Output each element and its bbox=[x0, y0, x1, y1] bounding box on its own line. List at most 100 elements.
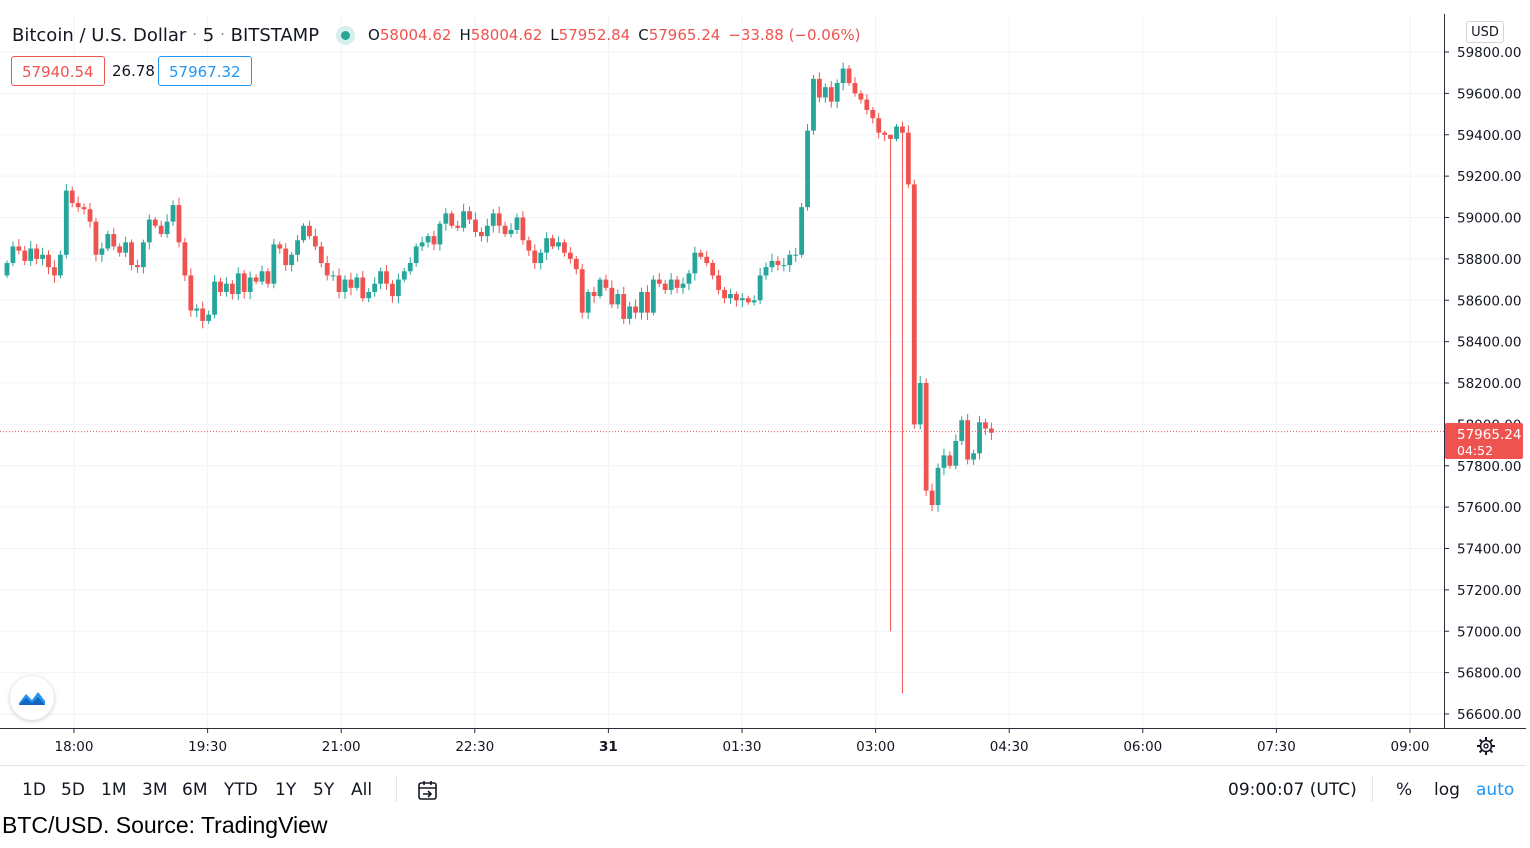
candle-body bbox=[34, 248, 40, 259]
candle-body bbox=[680, 283, 686, 288]
candle-body bbox=[188, 275, 194, 311]
bid-price-button[interactable]: 57940.54 bbox=[11, 56, 105, 86]
range-1d-button[interactable]: 1D bbox=[22, 780, 46, 800]
candle-body bbox=[40, 254, 45, 259]
header-separator: · bbox=[192, 27, 197, 43]
range-1m-button[interactable]: 1M bbox=[101, 780, 127, 800]
percent-scale-toggle[interactable]: % bbox=[1396, 780, 1413, 800]
candle-body bbox=[585, 291, 591, 313]
x-tick-label: 31 bbox=[599, 739, 618, 755]
calendar-goto-icon[interactable] bbox=[416, 779, 440, 807]
candle-body bbox=[609, 287, 615, 305]
tradingview-logo-icon[interactable] bbox=[10, 676, 54, 720]
candle-body bbox=[520, 217, 526, 241]
candle-body bbox=[733, 294, 739, 301]
y-tick-label: 59800.00 bbox=[1457, 45, 1521, 61]
toolbar-separator bbox=[1372, 776, 1373, 802]
candle-body bbox=[508, 229, 514, 235]
candle-body bbox=[307, 225, 312, 237]
open-label: O bbox=[368, 26, 380, 44]
x-tick-label: 22:30 bbox=[455, 739, 494, 755]
price-axis[interactable]: 59800.00 59600.00 59400.00 59200.00 59000.00… bbox=[1444, 45, 1521, 723]
candle-body bbox=[52, 267, 57, 276]
range-5y-button[interactable]: 5Y bbox=[313, 780, 335, 800]
candle-body bbox=[728, 294, 733, 299]
candle-body bbox=[123, 242, 128, 253]
candle-body bbox=[158, 225, 164, 235]
candle-body bbox=[81, 207, 87, 210]
currency-button[interactable]: USD bbox=[1466, 21, 1504, 43]
candle-body bbox=[360, 277, 366, 299]
candle-body bbox=[668, 279, 674, 290]
utc-clock[interactable]: 09:00:07 (UTC) bbox=[1228, 780, 1357, 800]
candle-body bbox=[917, 383, 923, 425]
interval[interactable]: 5 bbox=[202, 24, 215, 46]
range-3m-button[interactable]: 3M bbox=[142, 780, 168, 800]
candle-body bbox=[834, 83, 840, 102]
grid-lines bbox=[0, 14, 1444, 728]
candle-body bbox=[864, 99, 870, 110]
candle-body bbox=[235, 273, 241, 295]
candle-body bbox=[935, 467, 941, 506]
range-5d-button[interactable]: 5D bbox=[61, 780, 85, 800]
close-label: C bbox=[638, 26, 649, 44]
candle-body bbox=[858, 93, 864, 100]
candle-body bbox=[550, 238, 555, 247]
candle-body bbox=[366, 291, 372, 299]
gear-icon[interactable] bbox=[1476, 736, 1496, 760]
candle-body bbox=[479, 231, 484, 237]
candle-body bbox=[301, 225, 306, 241]
candle-body bbox=[627, 306, 633, 319]
candle-body bbox=[532, 250, 538, 264]
x-tick-label: 01:30 bbox=[723, 739, 762, 755]
candle-body bbox=[639, 291, 644, 313]
time-axis[interactable]: 18:00 19:30 21:00 22:30 31 01:30 03:00 04:30 06:… bbox=[55, 728, 1430, 755]
market-status-icon[interactable] bbox=[341, 30, 351, 40]
log-scale-toggle[interactable]: log bbox=[1434, 780, 1460, 800]
candle-body bbox=[615, 294, 621, 305]
candle-body bbox=[763, 267, 769, 276]
symbol-name[interactable]: Bitcoin / U.S. Dollar bbox=[12, 24, 187, 46]
candle-body bbox=[218, 281, 223, 292]
range-all-button[interactable]: All bbox=[351, 780, 373, 800]
candle-body bbox=[751, 300, 757, 303]
candle-body bbox=[911, 184, 917, 425]
candle-body bbox=[484, 225, 490, 237]
range-6m-button[interactable]: 6M bbox=[182, 780, 208, 800]
y-tick-label: 58400.00 bbox=[1457, 335, 1521, 351]
candle-body bbox=[449, 213, 455, 226]
candle-body bbox=[253, 277, 259, 282]
ask-price-button[interactable]: 57967.32 bbox=[158, 56, 252, 86]
candle-body bbox=[342, 279, 348, 292]
range-ytd-button[interactable]: YTD bbox=[224, 780, 258, 800]
candle-body bbox=[46, 254, 51, 268]
auto-scale-toggle[interactable]: auto bbox=[1476, 780, 1515, 800]
candle-body bbox=[289, 254, 295, 266]
candle-body bbox=[722, 289, 727, 299]
candle-body bbox=[496, 213, 502, 226]
candle-body bbox=[111, 234, 117, 247]
candle-body bbox=[212, 281, 217, 315]
y-tick-label: 59200.00 bbox=[1457, 169, 1521, 185]
candlestick-series bbox=[4, 62, 994, 694]
candle-body bbox=[538, 252, 544, 264]
candle-body bbox=[544, 238, 550, 253]
candle-body bbox=[947, 455, 953, 466]
candle-body bbox=[698, 252, 704, 257]
candle-body bbox=[395, 279, 401, 297]
candle-body bbox=[312, 236, 318, 247]
price-chart[interactable]: 59800.00 59600.00 59400.00 59200.00 59000.00… bbox=[0, 0, 1530, 768]
range-1y-button[interactable]: 1Y bbox=[275, 780, 297, 800]
candle-body bbox=[686, 273, 692, 284]
candle-body bbox=[431, 236, 437, 245]
candle-body bbox=[817, 78, 822, 98]
high-label: H bbox=[459, 26, 471, 44]
header-separator: · bbox=[220, 27, 225, 43]
candle-body bbox=[164, 221, 170, 235]
candle-body bbox=[176, 205, 182, 243]
candle-body bbox=[57, 254, 63, 276]
candle-body bbox=[390, 283, 395, 297]
low-label: L bbox=[550, 26, 559, 44]
y-tick-label: 57800.00 bbox=[1457, 459, 1521, 475]
candle-body bbox=[591, 291, 597, 297]
